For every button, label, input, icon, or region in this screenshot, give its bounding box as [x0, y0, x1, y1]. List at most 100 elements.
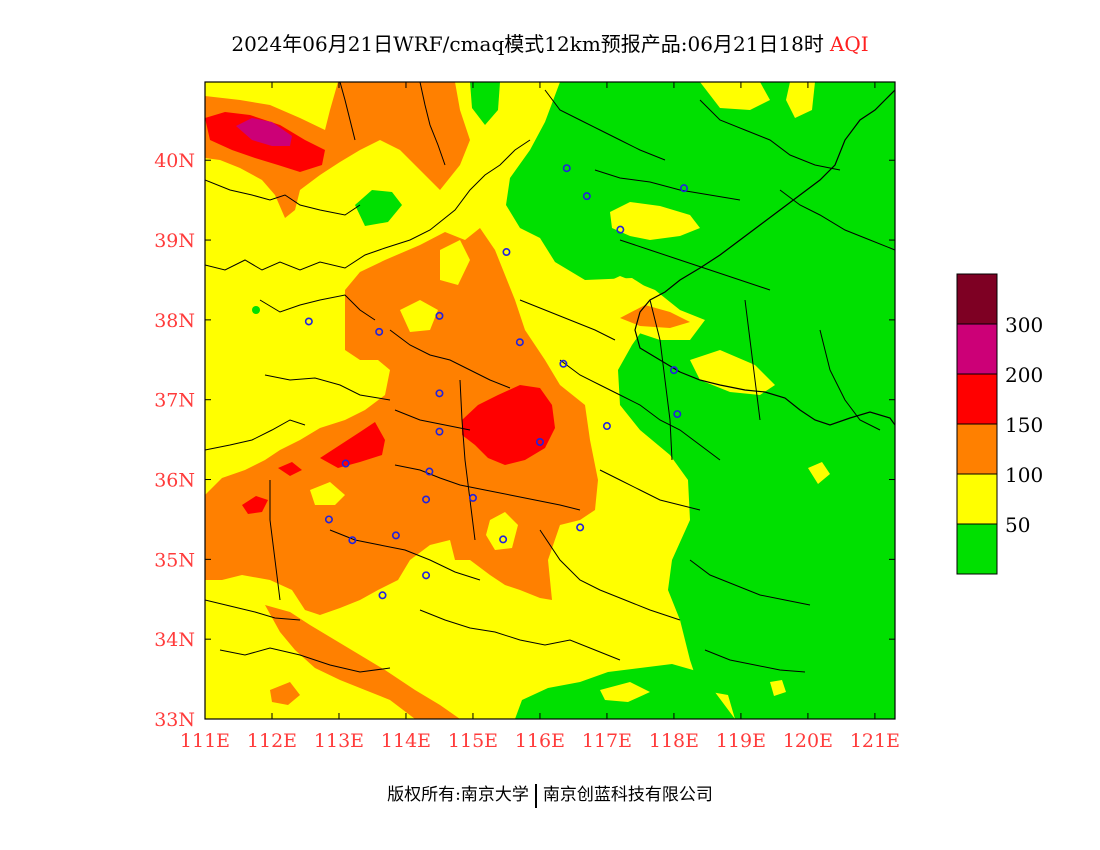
- legend-labels: 50 100 150 200 300: [1005, 313, 1043, 537]
- copyright-label: 版权所有:: [387, 785, 461, 805]
- title-text: 2024年06月21日WRF/cmaq模式12km预报产品:06月21日18时: [231, 32, 824, 56]
- moderate-patch-east: [690, 350, 775, 395]
- lat-label: 38N: [154, 310, 195, 332]
- legend-swatch: [956, 373, 998, 425]
- usg-southwest-area: [265, 605, 460, 719]
- station-marker: [582, 192, 591, 201]
- legend-swatch: [956, 473, 998, 525]
- unhealthy-spot-1: [278, 462, 302, 476]
- good-air-east-area: [506, 82, 895, 719]
- axis-ticks: [204, 82, 895, 720]
- unhealthy-spot-2: [242, 496, 268, 514]
- lon-label: 111E: [180, 730, 230, 752]
- good-air-dot: [252, 306, 260, 314]
- copyright-org1: 南京大学: [460, 785, 529, 805]
- usg-northwest-area: [205, 82, 470, 218]
- station-marker: [435, 311, 444, 320]
- variable-label: AQI: [829, 32, 869, 56]
- lon-label: 120E: [783, 730, 833, 752]
- unhealthy-west-area: [320, 422, 385, 468]
- lon-label: 118E: [649, 730, 699, 752]
- usg-south-spot: [270, 682, 300, 705]
- station-marker: [502, 248, 511, 257]
- good-air-pocket-north: [470, 82, 500, 125]
- lon-label: 116E: [515, 730, 565, 752]
- lon-label: 112E: [247, 730, 297, 752]
- station-marker: [375, 327, 384, 336]
- map-title: 2024年06月21日WRF/cmaq模式12km预报产品:06月21日18时 A…: [0, 28, 1100, 57]
- legend-swatch: [956, 323, 998, 375]
- legend-label: 150: [1005, 413, 1043, 437]
- copyright-org2: 南京创蓝科技有限公司: [542, 785, 713, 805]
- good-air-pocket-nw: [355, 190, 402, 226]
- moderate-patch-ne: [700, 82, 770, 110]
- legend-label: 100: [1005, 463, 1043, 487]
- lon-label: 114E: [381, 730, 431, 752]
- moderate-patch-ne2: [786, 82, 815, 118]
- moderate-hole-2: [486, 512, 518, 550]
- lon-label: 117E: [582, 730, 632, 752]
- station-marker: [348, 536, 357, 545]
- plot-frame: [204, 81, 896, 720]
- moderate-hole-1: [400, 300, 438, 332]
- station-marker: [616, 225, 625, 234]
- lat-label: 36N: [154, 470, 195, 492]
- moderate-hole-3: [310, 482, 345, 505]
- province-boundaries: [205, 82, 895, 673]
- lat-label: 39N: [154, 230, 195, 252]
- legend-swatch: [956, 523, 998, 575]
- lon-label: 121E: [850, 730, 900, 752]
- station-marker: [559, 359, 568, 368]
- station-marker: [673, 410, 682, 419]
- station-marker: [515, 338, 524, 347]
- aqi-field: [205, 82, 895, 719]
- station-marker: [602, 422, 611, 431]
- station-marker: [422, 571, 431, 580]
- legend-boxes: [956, 273, 998, 575]
- lon-label: 119E: [716, 730, 766, 752]
- city-stations: [304, 164, 688, 600]
- legend-label: 300: [1005, 313, 1043, 337]
- moderate-hole-4: [440, 240, 470, 285]
- station-marker: [562, 164, 571, 173]
- coastline: [634, 89, 895, 426]
- station-marker: [304, 317, 313, 326]
- station-marker: [435, 427, 444, 436]
- footer-credit: 版权所有:南京大学 南京创蓝科技有限公司: [0, 780, 1100, 808]
- station-marker: [391, 531, 400, 540]
- station-marker: [669, 366, 678, 375]
- lat-label: 33N: [154, 709, 195, 731]
- station-marker: [341, 459, 350, 468]
- legend-swatch: [956, 273, 998, 325]
- lat-label: 37N: [154, 390, 195, 412]
- moderate-patch-north: [610, 202, 700, 240]
- station-marker: [679, 184, 688, 193]
- very-unhealthy-area: [236, 118, 292, 146]
- station-marker: [535, 438, 544, 447]
- station-marker: [435, 389, 444, 398]
- lat-label: 34N: [154, 629, 195, 651]
- lat-label: 35N: [154, 549, 195, 571]
- lat-label: 40N: [154, 150, 195, 172]
- moderate-patch-small: [808, 462, 830, 484]
- station-marker: [576, 523, 585, 532]
- moderate-patch-south2: [770, 680, 786, 696]
- station-marker: [422, 495, 431, 504]
- legend-label: 200: [1005, 363, 1043, 387]
- station-marker: [499, 535, 508, 544]
- legend-label: 50: [1005, 513, 1030, 537]
- lon-label: 113E: [314, 730, 364, 752]
- moderate-patch-south: [600, 682, 650, 702]
- lon-label: 115E: [448, 730, 498, 752]
- legend-swatch: [956, 423, 998, 475]
- station-marker: [425, 467, 434, 476]
- unhealthy-center-area: [462, 385, 555, 465]
- station-marker: [378, 591, 387, 600]
- axis-labels: 111E 112E 113E 114E 115E 116E 117E 118E 119E 120E…: [154, 150, 900, 752]
- station-marker: [468, 493, 477, 502]
- footer-separator: [534, 783, 537, 808]
- station-marker: [324, 515, 333, 524]
